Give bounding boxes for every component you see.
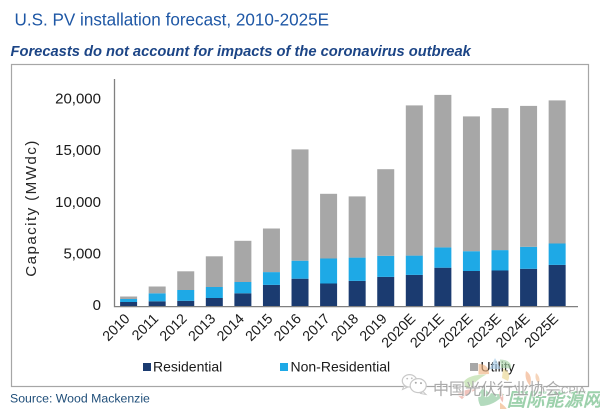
svg-text:2017: 2017 (300, 311, 334, 345)
svg-text:2012: 2012 (157, 311, 191, 345)
svg-text:国际能源网: 国际能源网 (507, 389, 600, 409)
svg-text:2016: 2016 (271, 311, 305, 345)
svg-text:2010: 2010 (100, 311, 134, 345)
svg-text:2014: 2014 (214, 311, 248, 345)
svg-text:5,000: 5,000 (63, 245, 101, 262)
svg-text:2018: 2018 (328, 311, 362, 345)
svg-text:15,000: 15,000 (55, 142, 101, 159)
svg-text:Source: Wood Mackenzie: Source: Wood Mackenzie (10, 392, 150, 406)
svg-text:2011: 2011 (129, 311, 162, 344)
svg-text:Capacity (MWdc): Capacity (MWdc) (23, 139, 40, 276)
svg-text:2013: 2013 (185, 311, 219, 345)
svg-text:Non-Residential: Non-Residential (291, 359, 391, 375)
svg-text:2015: 2015 (243, 311, 277, 345)
svg-text:中国光伏行业协会CPIA: 中国光伏行业协会CPIA (433, 381, 586, 399)
svg-text:U.S. PV installation forecast,: U.S. PV installation forecast, 2010-2025… (15, 11, 330, 30)
svg-text:Residential: Residential (153, 359, 222, 375)
svg-text:Forecasts do not account for i: Forecasts do not account for impacts of … (11, 44, 472, 60)
svg-text:20,000: 20,000 (55, 91, 101, 108)
svg-text:0: 0 (93, 297, 101, 314)
svg-text:10,000: 10,000 (55, 194, 101, 211)
